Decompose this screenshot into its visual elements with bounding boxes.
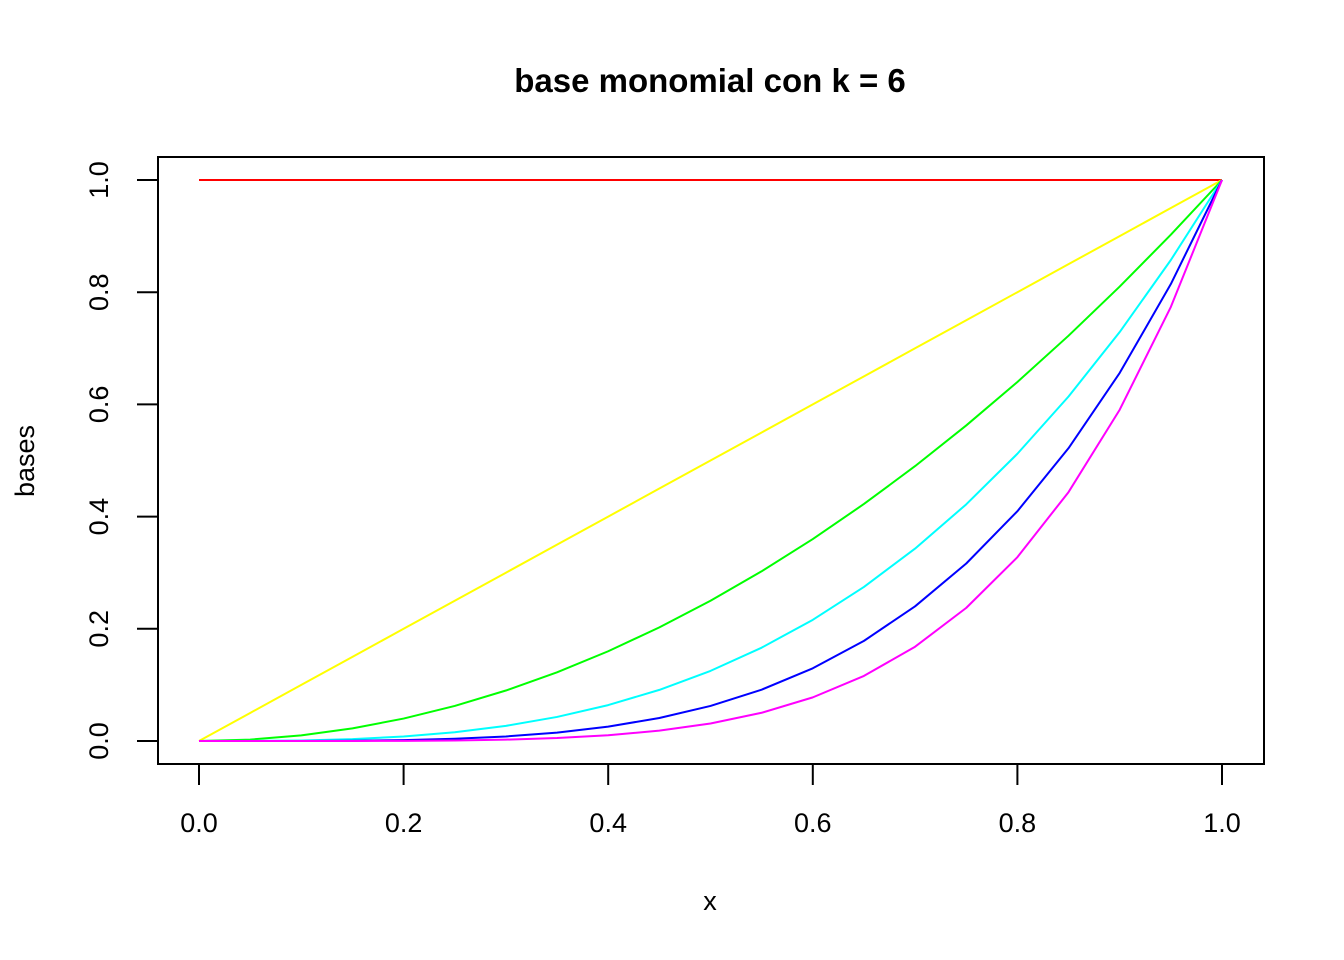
y-axis-title: bases — [10, 425, 40, 497]
x-axis-title: x — [703, 886, 717, 916]
x-tick-label: 0.6 — [794, 808, 832, 838]
y-tick-label: 0.6 — [84, 386, 114, 424]
y-tick-label: 0.4 — [84, 498, 114, 536]
series-line-3 — [198, 179, 1223, 742]
y-axis: 0.0 0.2 0.4 0.6 0.8 1.0 — [84, 161, 159, 760]
y-tick-label: 0.0 — [84, 722, 114, 760]
x-tick-label: 0.8 — [999, 808, 1037, 838]
x-axis: 0.0 0.2 0.4 0.6 0.8 1.0 — [180, 763, 1241, 838]
series-layer — [198, 179, 1223, 742]
x-tick-label: 1.0 — [1203, 808, 1241, 838]
series-line-4 — [198, 179, 1223, 742]
y-tick-label: 1.0 — [84, 161, 114, 199]
series-line-6 — [199, 179, 1223, 742]
x-tick-label: 0.4 — [589, 808, 627, 838]
x-tick-label: 0.0 — [180, 808, 218, 838]
x-tick-label: 0.2 — [385, 808, 423, 838]
series-line-2 — [198, 179, 1223, 742]
y-tick-label: 0.2 — [84, 610, 114, 648]
chart-title: base monomial con k = 6 — [514, 62, 906, 99]
y-tick-label: 0.8 — [84, 273, 114, 311]
